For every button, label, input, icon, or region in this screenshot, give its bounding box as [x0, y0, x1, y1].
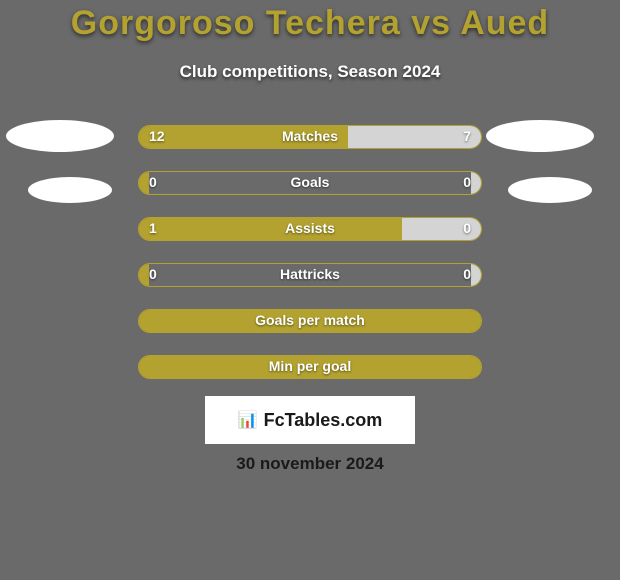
- stat-row: Min per goal: [138, 355, 482, 379]
- player-left-portrait-bottom: [28, 177, 112, 203]
- stat-label: Matches: [139, 128, 481, 144]
- player-left-portrait-top: [6, 120, 114, 152]
- stat-row: 00Goals: [138, 171, 482, 195]
- logo-icon: 📊: [238, 410, 258, 430]
- stat-label: Assists: [139, 220, 481, 236]
- stat-label: Goals per match: [139, 312, 481, 328]
- date-line: 30 november 2024: [0, 454, 620, 474]
- page-subtitle: Club competitions, Season 2024: [0, 62, 620, 82]
- logo-box: 📊 FcTables.com: [205, 396, 415, 444]
- stat-row: 10Assists: [138, 217, 482, 241]
- comparison-canvas: Gorgoroso Techera vs Aued Club competiti…: [0, 0, 620, 580]
- stat-label: Hattricks: [139, 266, 481, 282]
- stat-label: Goals: [139, 174, 481, 190]
- stat-bars: 127Matches 00Goals 10Assists 00Hattricks Goa…: [138, 125, 482, 401]
- player-right-portrait-bottom: [508, 177, 592, 203]
- stat-row: 00Hattricks: [138, 263, 482, 287]
- stat-label: Min per goal: [139, 358, 481, 374]
- player-right-portrait-top: [486, 120, 594, 152]
- stat-row: 127Matches: [138, 125, 482, 149]
- page-title: Gorgoroso Techera vs Aued: [0, 4, 620, 43]
- logo-text: FcTables.com: [264, 410, 383, 431]
- stat-row: Goals per match: [138, 309, 482, 333]
